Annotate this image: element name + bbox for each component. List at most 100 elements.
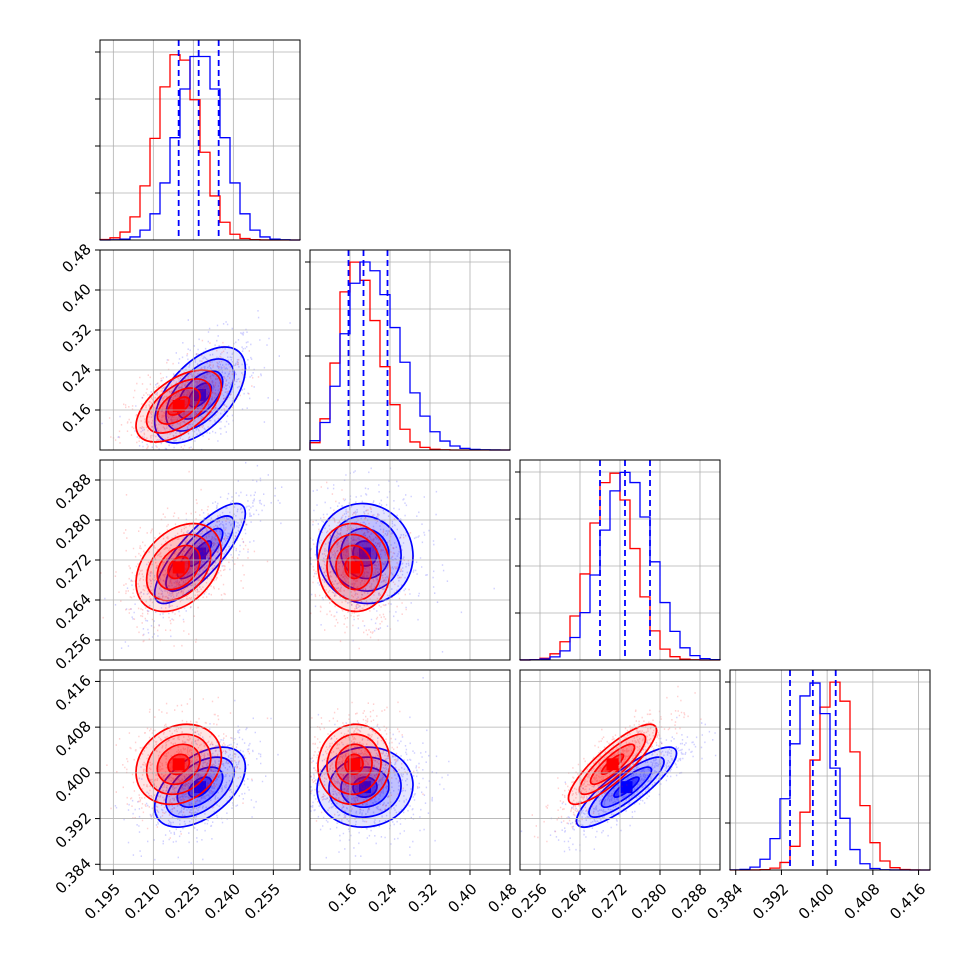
- blue-histogram: [309, 261, 511, 451]
- x-tick-label: 0.32: [404, 880, 440, 916]
- y-tick-label: 0.280: [52, 510, 95, 553]
- blue-contour: [153, 346, 247, 444]
- red-contour: [344, 555, 364, 580]
- y-tick-label: 0.48: [58, 240, 94, 276]
- x-tick-label: 0.195: [81, 880, 124, 923]
- red-peak: [348, 561, 360, 574]
- grid-lines: [100, 250, 300, 450]
- hist-panel-3: [725, 670, 931, 871]
- red-peak: [172, 561, 185, 574]
- y-tick-label: 0.40: [58, 280, 94, 316]
- red-contour: [344, 753, 364, 776]
- scatter-2-1-frame: [309, 459, 511, 661]
- x-tick-label: 0.264: [548, 880, 591, 923]
- x-tick-label: 0.408: [841, 880, 884, 923]
- x-tick-label: 0.255: [241, 880, 284, 923]
- blue-contour: [613, 776, 640, 798]
- y-tick-label: 0.416: [52, 672, 95, 715]
- red-contour: [335, 743, 373, 786]
- blue-contour: [588, 756, 665, 818]
- blue-contour: [575, 746, 678, 828]
- grid-lines: [310, 460, 510, 660]
- blue-contour: [153, 502, 247, 605]
- x-tick-label: 0.225: [161, 880, 204, 923]
- red-contour: [326, 733, 382, 796]
- scatter-panel-3-1: [310, 677, 450, 859]
- grid-lines: [100, 460, 300, 660]
- blue-contour: [352, 776, 378, 798]
- blue-contour: [328, 515, 402, 592]
- red-contour: [135, 522, 223, 613]
- y-tick-label: 0.16: [58, 400, 94, 436]
- y-tick-label: 0.24: [58, 360, 94, 396]
- y-tick-label: 0.256: [52, 630, 95, 673]
- hist-panel-1: [305, 250, 511, 451]
- scatter-1-0-frame: [99, 249, 301, 451]
- y-tick-label: 0.272: [52, 550, 95, 593]
- y-tick-label: 0.384: [52, 854, 95, 897]
- x-tick-label: 0.400: [795, 880, 838, 923]
- y-tick-label: 0.32: [58, 320, 94, 356]
- blue-histogram: [519, 471, 721, 661]
- y-tick-label: 0.264: [52, 590, 95, 633]
- blue-contour: [187, 382, 213, 408]
- red-contour: [567, 723, 658, 806]
- y-tick-label: 0.408: [52, 717, 95, 760]
- blue-contour: [340, 527, 390, 580]
- scatter-panel-2-1: [310, 467, 495, 653]
- hist-2-frame: [519, 459, 721, 661]
- y-tick-label: 0.392: [52, 809, 95, 852]
- red-contour: [335, 544, 373, 591]
- x-tick-label: 0.16: [324, 880, 360, 916]
- blue-contour: [176, 370, 224, 420]
- scatter-panel-1-0: [100, 310, 291, 450]
- x-tick-label: 0.384: [703, 880, 746, 923]
- hist-0-frame: [99, 39, 301, 241]
- red-contour: [167, 753, 191, 776]
- red-peak: [172, 758, 185, 771]
- hist-3-frame: [729, 669, 931, 871]
- y-tick-label: 0.400: [52, 763, 95, 806]
- scatter-panel-3-0: [106, 696, 279, 864]
- x-tick-label: 0.392: [749, 880, 792, 923]
- red-contour: [600, 753, 625, 776]
- red-peak: [348, 758, 360, 771]
- x-tick-label: 0.272: [588, 880, 631, 923]
- red-contour: [145, 733, 212, 796]
- y-tick-label: 0.288: [52, 470, 95, 513]
- x-tick-label: 0.210: [121, 880, 164, 923]
- red-contour: [589, 743, 636, 786]
- x-tick-label: 0.40: [444, 880, 480, 916]
- red-histogram: [99, 54, 300, 241]
- blue-contour: [316, 746, 414, 828]
- grid-lines: [100, 670, 300, 870]
- red-contour: [578, 733, 647, 796]
- red-contour: [135, 369, 223, 443]
- scatter-3-0-frame: [99, 669, 301, 871]
- x-tick-label: 0.24: [364, 880, 400, 916]
- x-tick-label: 0.416: [886, 880, 929, 923]
- hist-panel-0: [95, 40, 301, 241]
- red-contour: [167, 555, 191, 580]
- scatter-panel-2-0: [100, 461, 283, 649]
- x-tick-label: 0.288: [668, 880, 711, 923]
- red-contour: [145, 378, 212, 434]
- blue-histogram: [99, 55, 301, 241]
- blue-histogram: [729, 682, 930, 871]
- grid-lines: [520, 670, 720, 870]
- x-tick-label: 0.240: [201, 880, 244, 923]
- red-peak: [172, 400, 185, 412]
- red-contour: [156, 743, 201, 786]
- blue-contour: [165, 358, 235, 432]
- hist-panel-2: [515, 460, 721, 661]
- blue-peak: [359, 547, 371, 560]
- scatter-panel-3-2: [520, 685, 717, 865]
- red-contour: [135, 723, 223, 806]
- red-contour: [167, 396, 191, 416]
- grid-lines: [310, 670, 510, 870]
- blue-contour: [600, 766, 653, 808]
- red-contour: [317, 723, 391, 806]
- scatter-3-1-frame: [309, 669, 511, 871]
- red-contour: [156, 387, 201, 425]
